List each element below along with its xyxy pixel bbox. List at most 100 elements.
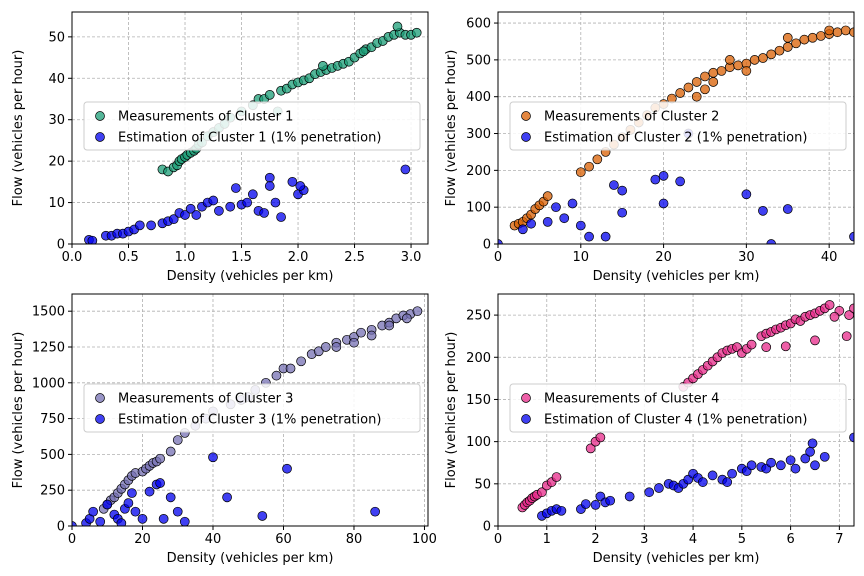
estimation-point (225, 201, 236, 212)
measurement-point (782, 42, 793, 52)
estimation-point (144, 486, 155, 497)
x-tick-label: 0.5 (118, 250, 139, 265)
measurement-point (791, 38, 801, 49)
legend-label: Measurements of Cluster 2 (544, 110, 719, 125)
series-2 (84, 164, 411, 244)
legend: Measurements of Cluster 2 Estimation of C… (509, 101, 847, 151)
x-tick-label: 0 (68, 532, 76, 547)
estimation-point (400, 164, 411, 175)
x-tick-label: 3 (640, 532, 648, 547)
measurement-point (331, 342, 342, 352)
series-1 (517, 300, 854, 513)
estimation-point (137, 513, 148, 524)
estimation-point (180, 210, 190, 220)
axes-frame (497, 11, 855, 245)
y-tick-label: 1250 (32, 340, 65, 355)
x-tick-label: 1.0 (175, 250, 196, 265)
x-axis-label: Density (vehicles per km) (167, 551, 334, 566)
measurement-point (318, 61, 328, 71)
x-tick-label: 40 (205, 532, 222, 547)
measurement-point (675, 88, 685, 98)
estimation-point (130, 506, 141, 517)
measurement-point (542, 191, 553, 201)
estimation-point (658, 171, 669, 181)
measurement-point (807, 32, 818, 43)
legend-box (509, 101, 847, 151)
estimation-point (102, 499, 113, 510)
measurement-point (402, 313, 412, 324)
estimation-point (295, 181, 306, 191)
measurement-point (810, 335, 820, 346)
measurement-point (296, 356, 306, 367)
measurement-point (683, 82, 694, 93)
estimation-point (746, 460, 757, 471)
estimation-point (590, 500, 601, 510)
estimation-point (282, 463, 292, 474)
y-tick-label: 50 (48, 30, 65, 45)
y-tick-label: 600 (466, 17, 491, 32)
estimation-point (191, 210, 202, 220)
estimation-point (810, 460, 820, 471)
measurement-point (749, 55, 760, 65)
estimation-point (526, 218, 536, 229)
estimation-point (498, 239, 503, 244)
estimation-point (231, 183, 241, 193)
estimation-point (88, 506, 98, 517)
estimation-point (617, 185, 628, 196)
estimation-point (805, 446, 815, 457)
measurement-point (313, 346, 324, 357)
estimation-point (741, 189, 752, 200)
measurement-point (271, 370, 282, 381)
x-tick-label: 4 (689, 532, 697, 547)
estimation-point (95, 516, 106, 526)
legend: Measurements of Cluster 3 Estimation of C… (83, 383, 421, 433)
estimation-point (134, 220, 145, 231)
estimation-point (185, 203, 196, 214)
measurement-point (816, 31, 826, 41)
estimation-point (654, 483, 664, 493)
legend-marker (521, 393, 531, 403)
measurement-point (824, 25, 835, 36)
x-tick-label: 0 (494, 532, 502, 547)
estimation-point (605, 495, 616, 506)
estimation-point (123, 498, 134, 508)
estimation-point (584, 231, 594, 242)
estimation-point (208, 452, 218, 463)
series-1 (157, 21, 422, 177)
measurement-point (285, 363, 296, 374)
estimation-point (208, 195, 219, 206)
legend-marker (95, 111, 105, 121)
legend-box (83, 383, 421, 433)
legend-label: Measurements of Cluster 1 (118, 110, 293, 125)
measurement-point (366, 330, 377, 341)
y-tick-label: 300 (466, 127, 491, 142)
measurement-point (766, 49, 777, 60)
axes-frame (497, 293, 855, 527)
estimation-point (257, 511, 268, 521)
estimation-point (650, 174, 661, 185)
y-tick-label: 750 (40, 412, 65, 427)
x-tick-label: 20 (134, 532, 151, 547)
x-axis-label: Density (vehicles per km) (167, 269, 334, 284)
estimation-point (849, 432, 854, 443)
estimation-point (782, 204, 793, 214)
measurement-point (741, 66, 752, 76)
estimation-point (168, 214, 179, 224)
estimation-point (242, 197, 253, 208)
estimation-point (600, 231, 611, 242)
series-2 (72, 452, 380, 526)
estimation-point (247, 189, 258, 200)
legend-box (83, 101, 421, 151)
measurement-point (832, 27, 843, 38)
measurement-point (708, 67, 719, 78)
legend-box (509, 383, 847, 433)
estimation-point (146, 220, 156, 231)
x-tick-label: 2.0 (288, 250, 309, 265)
measurement-point (700, 84, 710, 95)
estimation-point (276, 212, 286, 222)
x-tick-label: 2 (591, 532, 599, 547)
measurement-point (829, 311, 840, 322)
estimation-point (617, 207, 628, 218)
